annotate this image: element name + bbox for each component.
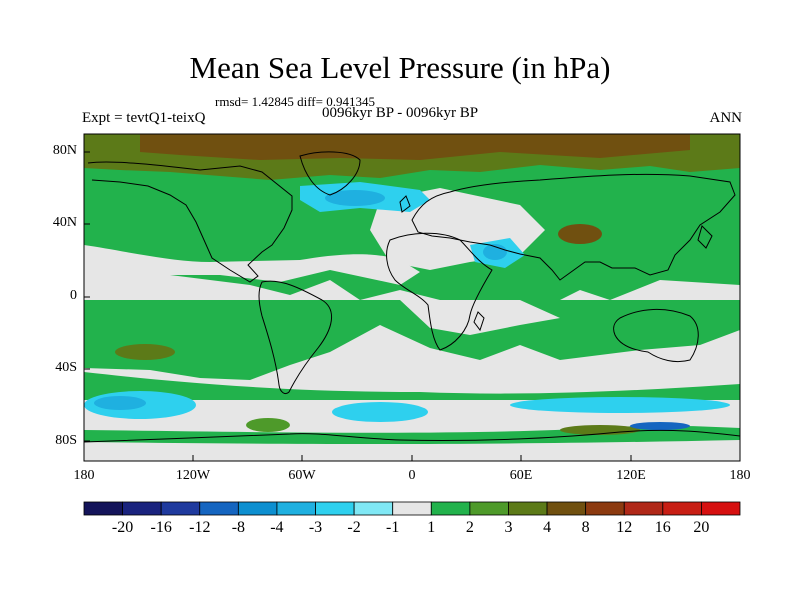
colorbar-swatch xyxy=(276,501,316,516)
colorbar-label: 2 xyxy=(465,519,474,536)
colorbar-swatch xyxy=(122,501,162,516)
colorbar-label: -20 xyxy=(111,519,134,536)
colorbar-label: 8 xyxy=(581,519,590,536)
colorbar-swatch xyxy=(662,501,702,516)
colorbar-label: -16 xyxy=(150,519,172,536)
colorbar-swatch xyxy=(430,501,471,516)
colorbar-label: 4 xyxy=(543,519,552,536)
colorbar-swatch xyxy=(469,501,509,516)
colorbar-label: -2 xyxy=(347,519,361,536)
greenland-coast xyxy=(299,151,361,196)
south-america-coast xyxy=(258,280,332,395)
colorbar-swatch xyxy=(237,501,278,516)
tropical-gray-strip xyxy=(400,300,560,335)
lat-tick-label: 80N xyxy=(52,143,77,158)
chart-title: Mean Sea Level Pressure (in hPa) xyxy=(189,50,611,85)
lon-tick-label: 180 xyxy=(73,468,95,483)
lat-tick-label: 0 xyxy=(70,288,77,303)
lon-tick-label: 0 xyxy=(408,468,416,483)
southern-indian-low xyxy=(510,397,730,413)
ross-sea-low xyxy=(630,422,690,430)
central-pacific-gray xyxy=(84,245,420,285)
southern-green-belt xyxy=(84,300,740,380)
colorbar-label: 12 xyxy=(616,519,633,536)
eurasia-coast xyxy=(411,173,736,281)
madagascar-coast xyxy=(473,311,485,332)
colorbar-swatch xyxy=(353,501,394,516)
lon-tick-label: 60W xyxy=(288,468,316,483)
colorbar-swatch xyxy=(701,501,741,516)
australia-coast xyxy=(613,308,699,363)
colorbar-swatch xyxy=(392,501,432,516)
south-pacific-low-core xyxy=(94,396,146,410)
lat-tick-label: 40S xyxy=(55,360,77,375)
lon-tick-label: 60E xyxy=(509,468,533,483)
antarctica-coast xyxy=(84,429,740,443)
pressure-field xyxy=(84,134,740,461)
colorbar-label: -8 xyxy=(231,519,246,536)
experiment-label: Expt = tevtQ1-teixQ xyxy=(82,110,206,126)
colorbar-swatch xyxy=(546,501,587,516)
colorbar-swatch xyxy=(199,501,239,516)
arabian-low-core xyxy=(483,244,507,260)
colorbar-label: -12 xyxy=(189,519,211,536)
uk-coast xyxy=(399,195,411,213)
colorbar-swatch xyxy=(623,501,664,516)
japan-coast xyxy=(697,225,713,249)
south-atlantic-low xyxy=(332,402,428,422)
tibet-high xyxy=(558,224,602,244)
lat-tick-label: 80S xyxy=(55,433,77,448)
lat-tick-label: 40N xyxy=(52,215,77,230)
colorbar-label: 1 xyxy=(427,519,436,536)
colorbar-label: 20 xyxy=(693,519,710,536)
colorbar-swatch xyxy=(315,501,355,516)
period-label: 0096kyr BP - 0096kyr BP xyxy=(322,105,479,121)
colorbar-label: -3 xyxy=(308,519,323,536)
southern-midlat-green xyxy=(84,372,740,400)
colorbar-swatch xyxy=(160,501,201,516)
south-pacific-high xyxy=(115,344,175,360)
axis-ticks xyxy=(83,151,741,461)
north-america-coast xyxy=(87,161,293,283)
lon-tick-label: 120W xyxy=(175,468,211,483)
colorbar-label: 3 xyxy=(504,519,513,536)
arctic-core-high xyxy=(140,134,690,160)
colorbar-swatch xyxy=(83,501,123,516)
colorbar-label: -4 xyxy=(270,519,284,536)
colorbar-label: 16 xyxy=(654,519,671,536)
north-atlantic-low-core xyxy=(325,190,385,206)
colorbar-swatch xyxy=(585,501,625,516)
colorbar-label: -1 xyxy=(386,519,400,536)
stats-label: rmsd= 1.42845 diff= 0.941345 xyxy=(215,94,375,109)
lon-tick-label: 180 xyxy=(729,468,751,483)
coastlines xyxy=(84,151,740,443)
season-label: ANN xyxy=(709,110,743,126)
south-atlantic-high xyxy=(246,418,290,432)
colorbar xyxy=(83,501,741,516)
colorbar-swatch xyxy=(508,501,548,516)
lon-tick-label: 120E xyxy=(616,468,646,483)
antarctic-interior-gray xyxy=(84,440,740,461)
